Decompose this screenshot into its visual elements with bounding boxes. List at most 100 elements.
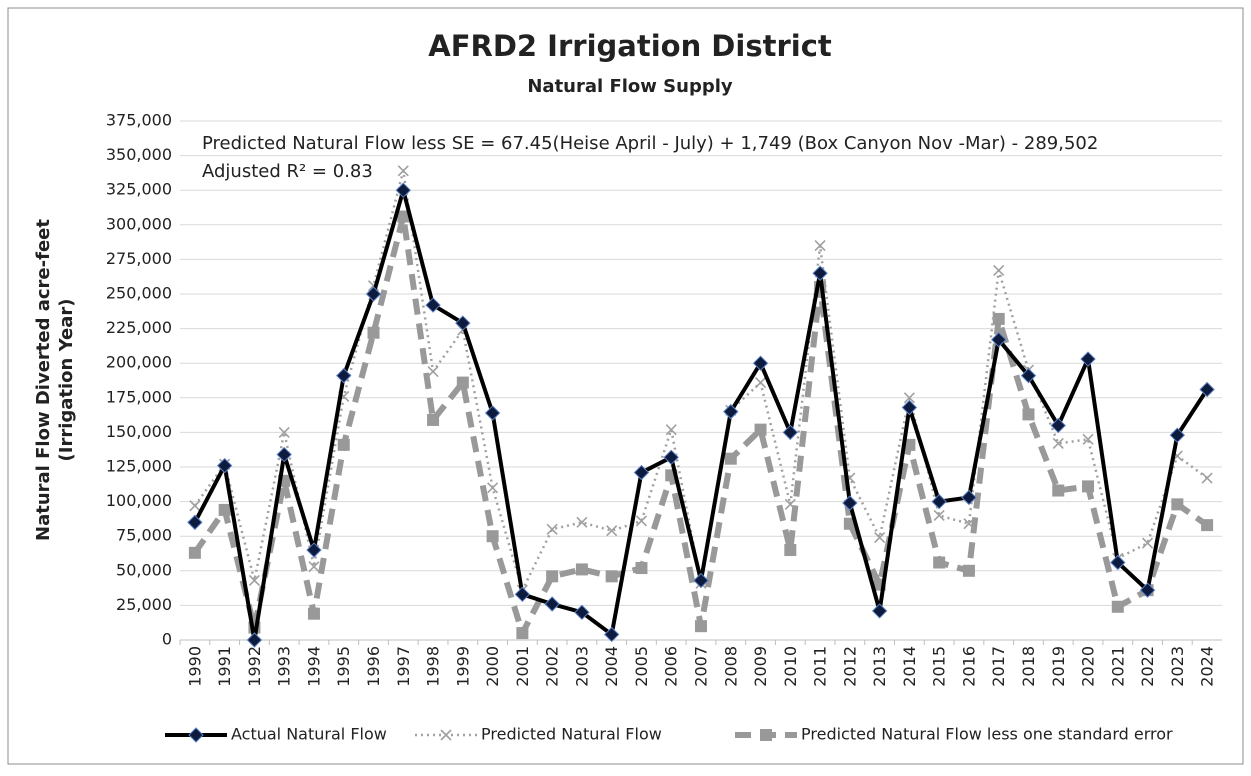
x-tick-label: 1994 — [304, 646, 323, 687]
marker — [903, 392, 915, 404]
marker — [187, 514, 203, 531]
marker — [365, 286, 382, 302]
y-tick-label: 0 — [162, 630, 172, 649]
marker — [1139, 582, 1156, 598]
legend-marker — [188, 727, 204, 743]
marker — [1052, 437, 1064, 450]
y-tick-label: 25,000 — [116, 595, 172, 614]
legend-label: Predicted Natural Flow — [481, 725, 662, 744]
x-tick-label: 1995 — [334, 646, 353, 687]
marker — [782, 424, 799, 441]
marker — [871, 603, 888, 619]
x-tick-label: 2022 — [1138, 646, 1157, 687]
x-tick-label: 2007 — [692, 646, 711, 687]
marker — [246, 632, 263, 648]
y-tick-label: 250,000 — [106, 284, 172, 303]
marker — [784, 544, 797, 557]
marker — [754, 377, 767, 389]
marker — [603, 626, 620, 643]
y-tick-label: 200,000 — [106, 353, 172, 372]
marker — [487, 482, 499, 494]
marker — [546, 570, 559, 583]
y-tick-label: 325,000 — [106, 180, 172, 199]
marker — [901, 399, 918, 416]
marker — [633, 464, 650, 481]
marker — [842, 495, 858, 511]
marker — [427, 365, 439, 378]
marker — [605, 570, 618, 583]
marker — [903, 438, 916, 451]
marker — [484, 405, 501, 421]
marker — [635, 562, 648, 575]
marker — [665, 424, 677, 436]
y-tick-label: 225,000 — [106, 318, 172, 337]
x-tick-label: 2010 — [781, 646, 800, 687]
marker — [456, 376, 469, 389]
x-tick-label: 1996 — [364, 646, 383, 687]
marker — [516, 627, 529, 640]
marker — [992, 312, 1005, 325]
x-tick-label: 2015 — [930, 646, 949, 687]
x-tick-label: 2019 — [1049, 646, 1068, 687]
marker — [1201, 472, 1213, 484]
marker — [397, 210, 410, 223]
x-tick-label: 2005 — [632, 646, 651, 687]
marker — [544, 596, 560, 612]
marker — [991, 331, 1007, 348]
marker — [724, 452, 737, 465]
x-tick-label: 1990 — [185, 646, 204, 687]
marker — [1199, 381, 1215, 398]
marker — [663, 449, 679, 466]
marker — [486, 530, 499, 543]
y-tick-label: 300,000 — [106, 214, 172, 233]
marker — [189, 500, 201, 512]
marker — [1201, 519, 1214, 532]
legend-marker — [440, 729, 452, 741]
marker — [367, 326, 380, 339]
y-tick-label: 375,000 — [106, 111, 172, 130]
marker — [933, 556, 946, 569]
x-tick-label: 2020 — [1079, 646, 1098, 687]
x-tick-label: 2003 — [572, 646, 591, 687]
y-tick-label: 175,000 — [106, 387, 172, 406]
marker — [427, 413, 440, 426]
marker — [188, 546, 201, 559]
marker — [425, 297, 441, 313]
x-tick-label: 1993 — [275, 646, 294, 687]
x-tick-label: 1997 — [394, 646, 413, 687]
marker — [784, 498, 796, 510]
marker — [752, 355, 769, 371]
x-tick-label: 2008 — [721, 646, 740, 687]
marker — [1110, 554, 1126, 571]
marker — [723, 403, 739, 420]
marker — [1169, 427, 1186, 443]
marker — [248, 574, 260, 587]
x-tick-label: 2004 — [602, 646, 621, 687]
x-tick-label: 2006 — [662, 646, 681, 687]
marker — [933, 509, 945, 522]
marker — [1050, 417, 1066, 434]
marker — [635, 515, 648, 527]
x-tick-label: 2024 — [1198, 646, 1217, 687]
marker — [337, 438, 350, 451]
marker — [1082, 433, 1094, 445]
x-tick-label: 2009 — [751, 646, 770, 687]
marker — [308, 561, 320, 573]
legend-item: Predicted Natural Flow less one standard… — [735, 725, 1173, 744]
marker — [931, 493, 947, 510]
marker — [216, 457, 233, 474]
marker — [1022, 408, 1035, 421]
x-tick-label: 2002 — [543, 646, 562, 687]
marker — [576, 516, 588, 528]
chart-frame — [7, 7, 1244, 765]
marker — [874, 532, 886, 544]
marker — [814, 239, 826, 252]
marker — [336, 367, 352, 384]
annotation: Predicted Natural Flow less SE = 67.45(H… — [202, 133, 1098, 154]
legend-label: Actual Natural Flow — [231, 725, 387, 744]
x-tick-label: 2011 — [811, 646, 830, 687]
legend-label: Predicted Natural Flow less one standard… — [801, 725, 1173, 744]
marker — [307, 607, 320, 620]
y-tick-label: 275,000 — [106, 249, 172, 268]
